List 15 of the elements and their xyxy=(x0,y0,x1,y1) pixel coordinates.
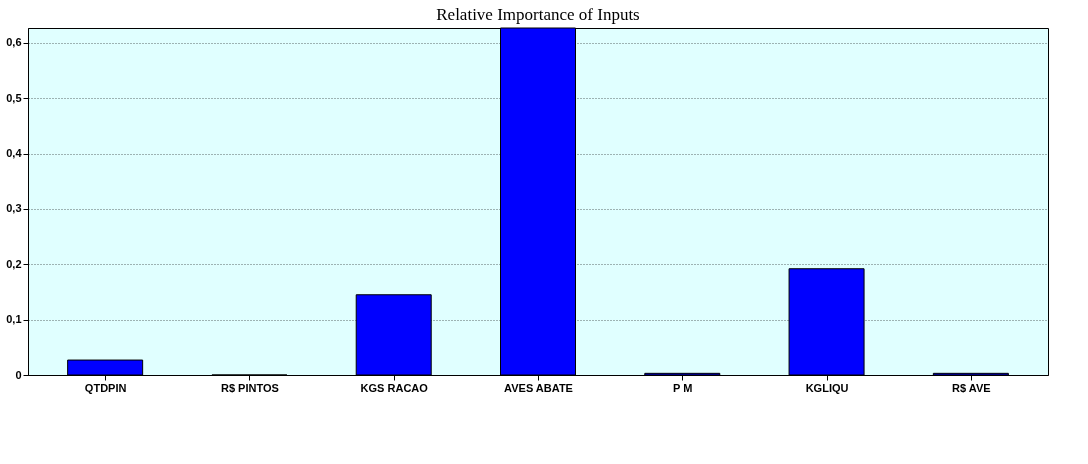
y-tick-label: 0,6 xyxy=(6,36,22,49)
x-tick-label: R$ AVE xyxy=(952,381,991,394)
y-tick-label: 0,4 xyxy=(6,147,23,160)
x-tick-label: KGLIQU xyxy=(805,381,849,394)
chart-title: Relative Importance of Inputs xyxy=(436,4,640,24)
y-tick-label: 0,3 xyxy=(6,202,22,215)
x-tick-label: QTDPIN xyxy=(84,381,127,394)
y-tick-label: 0 xyxy=(15,368,22,381)
x-tick-label: P M xyxy=(673,381,693,394)
x-tick-label: AVES ABATE xyxy=(504,381,573,394)
y-tick-label: 0,2 xyxy=(6,257,22,270)
x-tick-label: R$ PINTOS xyxy=(220,381,279,394)
y-tick-label: 0,1 xyxy=(6,313,22,326)
x-tick-label: KGS RACAO xyxy=(360,381,429,394)
y-tick-label: 0,5 xyxy=(6,91,22,104)
